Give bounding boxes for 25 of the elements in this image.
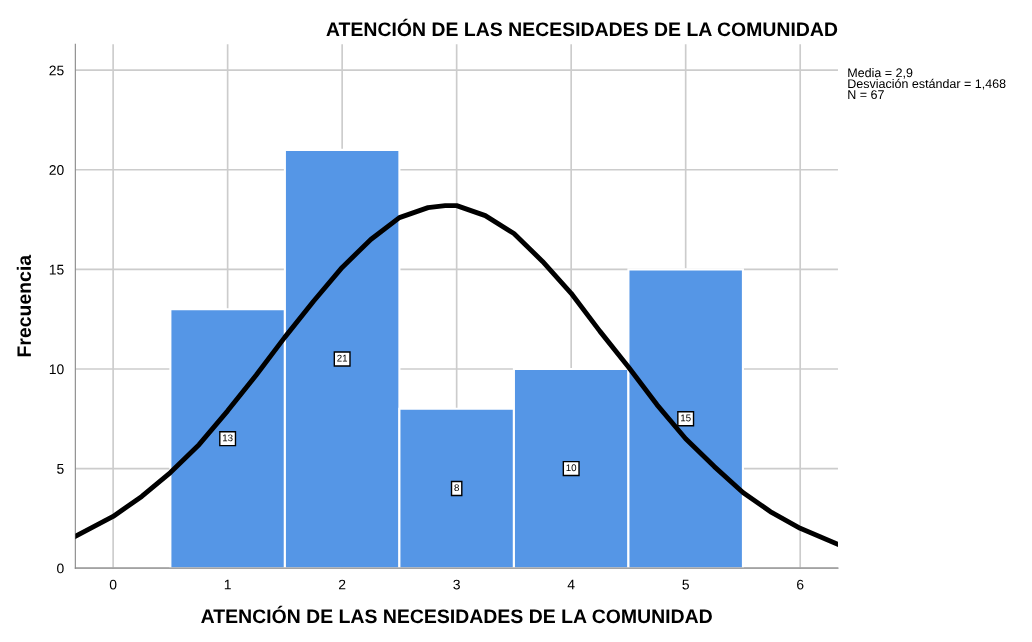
text: Media = 2,9 [848,68,913,79]
x-tick-label: 4 [567,579,575,590]
data-label: 15 [681,414,691,422]
data-label: 10 [566,464,577,472]
x-tick-label: 2 [338,579,346,590]
data-label: 8 [454,484,459,492]
y-tick-label: 15 [49,264,64,275]
chart-title: ATENCIÓN DE LAS NECESIDADES DE LA COMUNIDAD [326,18,838,37]
text: Desviación estándar = 1,468 [848,78,1006,90]
line-series [75,203,838,547]
x-tick-label: 1 [224,579,231,590]
x-axis-title: ATENCIÓN DE LAS NECESIDADES DE LA COMUNIDAD [201,605,712,624]
x-tick-label: 5 [682,579,689,590]
y-tick-label: 0 [57,563,64,574]
data-label: 13 [222,434,233,442]
x-tick-label: 0 [109,579,117,590]
y-tick-label: 10 [49,364,64,375]
data-label: 21 [337,354,348,362]
y-axis-title: Frecuencia [16,254,32,357]
y-tick-label: 25 [49,65,64,76]
y-tick-label: 5 [57,464,64,474]
x-tick-label: 3 [453,579,460,590]
x-tick-label: 6 [797,579,804,590]
text: N = 67 [848,90,884,100]
y-tick-label: 20 [49,165,64,175]
